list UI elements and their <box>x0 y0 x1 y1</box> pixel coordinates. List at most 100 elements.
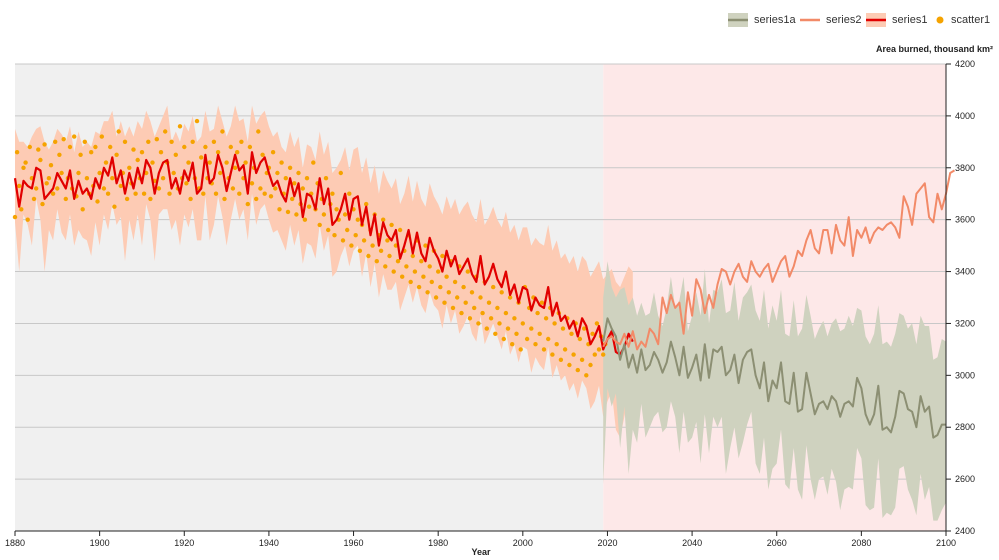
scatter-point <box>469 290 475 295</box>
scatter-point <box>562 347 568 352</box>
scatter-point <box>535 310 540 316</box>
scatter-point <box>306 204 312 209</box>
scatter-point <box>478 295 483 300</box>
x-tick-label: 2040 <box>682 538 702 548</box>
scatter-point <box>550 352 555 357</box>
scatter-point <box>218 170 223 176</box>
scatter-point <box>294 212 299 217</box>
scatter-point <box>332 233 337 238</box>
scatter-point <box>260 152 265 157</box>
scatter-point <box>452 279 458 285</box>
scatter-point <box>101 186 107 191</box>
scatter-point <box>345 227 350 233</box>
scatter-point <box>296 170 301 176</box>
x-tick-label: 2100 <box>936 538 956 548</box>
scatter-point <box>510 342 515 347</box>
legend-swatch-series1 <box>866 13 886 27</box>
scatter-point <box>374 259 379 264</box>
scatter-point <box>110 176 115 181</box>
series2-line <box>602 169 956 351</box>
scatter-point <box>419 259 424 264</box>
scatter-point <box>23 160 28 165</box>
scatter-point <box>524 336 530 342</box>
scatter-point <box>507 295 513 300</box>
scatter-point <box>84 176 90 181</box>
scatter-point <box>463 300 468 305</box>
y-tick-label: 3200 <box>955 318 975 328</box>
scatter-point <box>95 199 100 204</box>
scatter-point <box>355 217 360 222</box>
scatter-point <box>539 300 545 305</box>
scatter-point <box>436 269 441 274</box>
scatter-point <box>533 342 538 347</box>
legend-swatch-scatter1 <box>936 16 944 24</box>
scatter-point <box>472 305 477 311</box>
scatter-point <box>290 196 295 202</box>
legend-item-series2: series2 <box>800 8 861 32</box>
scatter-point <box>40 201 45 207</box>
scatter-point <box>211 139 217 144</box>
scatter-point <box>262 191 267 196</box>
scatter-point <box>404 264 409 269</box>
scatter-point <box>154 137 159 142</box>
scatter-point <box>273 186 278 191</box>
scatter-point <box>311 160 316 165</box>
scatter-point <box>245 201 250 207</box>
scatter-point <box>543 316 549 321</box>
scatter-point <box>596 347 602 352</box>
scatter-point <box>53 139 58 144</box>
scatter-point <box>514 331 519 336</box>
scatter-point <box>594 321 600 326</box>
scatter-point <box>326 227 331 233</box>
scatter-point <box>249 181 255 186</box>
scatter-point <box>42 142 47 147</box>
series1a-line <box>602 317 946 439</box>
scatter-point <box>160 176 166 181</box>
x-tick-label: 1980 <box>428 538 448 548</box>
legend-item-series1a: series1a <box>728 8 796 32</box>
y-tick-label: 4200 <box>955 59 975 69</box>
scatter-point <box>541 347 547 352</box>
scatter-point <box>486 300 492 305</box>
scatter-point <box>21 165 26 170</box>
scatter-point <box>330 191 335 196</box>
scatter-point <box>579 357 585 362</box>
scatter-point <box>529 326 534 331</box>
scatter-point <box>232 165 238 170</box>
scatter-point <box>201 191 206 196</box>
scatter-point <box>34 186 39 191</box>
scatter-point <box>537 331 542 336</box>
legend-swatch-series1a <box>728 13 748 27</box>
scatter-point <box>433 295 439 300</box>
scatter-point <box>302 217 308 222</box>
scatter-point <box>156 186 162 191</box>
y-tick-label: 2400 <box>955 526 975 536</box>
scatter-point <box>163 129 168 134</box>
series1-band <box>15 105 633 438</box>
scatter-point <box>279 160 284 165</box>
legend-label: series2 <box>826 14 862 26</box>
scatter-point <box>317 222 322 228</box>
scatter-point <box>158 150 164 155</box>
scatter-point <box>577 336 583 342</box>
scatter-point <box>256 129 261 134</box>
y-tick-label: 3600 <box>955 215 975 225</box>
scatter-point <box>546 336 551 342</box>
scatter-point <box>476 321 481 326</box>
scatter-point <box>89 150 94 155</box>
scatter-point <box>97 170 102 176</box>
y-axis: 2400 2600 2800 3000 3200 3400 3600 3800 4000 4200 <box>945 59 975 536</box>
scatter-point <box>82 139 88 144</box>
scatter-point <box>518 347 523 352</box>
scatter-point <box>17 183 22 189</box>
scatter-point <box>488 316 494 321</box>
scatter-point <box>148 196 153 202</box>
y-tick-label: 3800 <box>955 163 975 173</box>
scatter-point <box>112 204 117 209</box>
scatter-point <box>268 194 274 199</box>
scatter-point <box>323 176 329 181</box>
scatter-point <box>292 181 297 186</box>
scatter-point <box>243 160 248 165</box>
scatter-point <box>67 144 73 150</box>
scatter-point <box>215 150 221 155</box>
